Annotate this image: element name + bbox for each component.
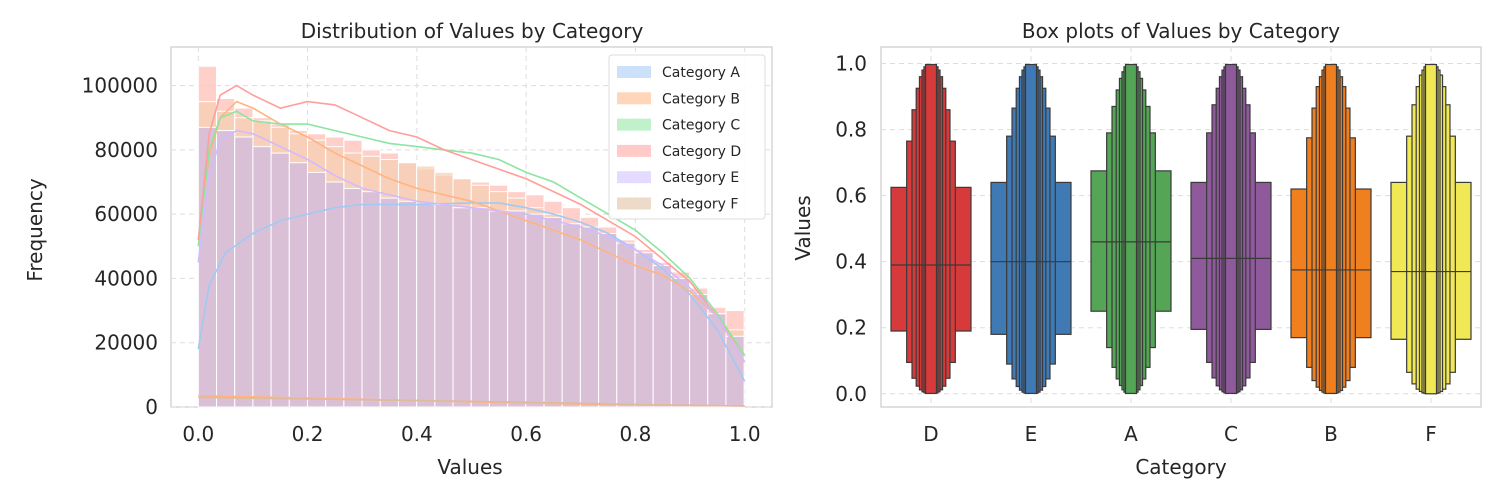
legend-swatch bbox=[617, 144, 651, 157]
hist-kde-lines bbox=[197, 84, 746, 407]
hist-bar bbox=[270, 152, 290, 408]
hist-bar bbox=[616, 242, 636, 408]
hist-bar bbox=[525, 213, 545, 408]
boxen-panel: D E A C B F 0.0 0.2 0.4 0.6 0.8 1.0 Box plots of Val… bbox=[791, 19, 1482, 479]
kde-line bbox=[197, 100, 746, 357]
hist-ytick-label: 100000 bbox=[82, 74, 158, 98]
histogram-panel: 0.0 0.2 0.4 0.6 0.8 1.0 0 20000 40000 60000 80000 1… bbox=[23, 19, 773, 479]
hist-xtick-label: 0.6 bbox=[510, 422, 542, 446]
hist-bar bbox=[543, 216, 563, 408]
hist-bar bbox=[306, 171, 327, 408]
hist-bar bbox=[670, 277, 691, 408]
hist-bar bbox=[288, 162, 308, 408]
boxen-plot-area bbox=[880, 46, 1482, 408]
boxen-ytick-label: 0.8 bbox=[835, 118, 867, 142]
hist-bar bbox=[343, 187, 363, 408]
boxen-xtick-label: A bbox=[1124, 422, 1138, 446]
hist-bar bbox=[507, 210, 527, 408]
legend-label: Category C bbox=[662, 118, 740, 134]
hist-bar bbox=[234, 136, 254, 408]
hist-bar bbox=[561, 223, 581, 408]
legend-swatch bbox=[617, 92, 651, 105]
boxen-xtick-label: F bbox=[1425, 422, 1437, 446]
hist-bar bbox=[579, 226, 600, 408]
legend-swatch bbox=[617, 66, 651, 78]
hist-bar bbox=[397, 200, 418, 408]
hist-ytick-label: 20000 bbox=[94, 331, 158, 355]
boxen-box bbox=[1424, 63, 1438, 395]
hist-xtick-label: 0.4 bbox=[401, 422, 433, 446]
hist-bar bbox=[634, 252, 654, 408]
boxen-boxes bbox=[890, 63, 1472, 395]
hist-xlabel: Values bbox=[437, 455, 502, 479]
legend-label: Category A bbox=[662, 65, 740, 81]
legend-label: Category B bbox=[662, 91, 740, 107]
hist-bar bbox=[652, 265, 672, 408]
hist-bar bbox=[488, 210, 509, 408]
boxen-category-F bbox=[1390, 63, 1472, 395]
hist-bar bbox=[598, 232, 618, 408]
hist-legend: Category A Category B Category C Category D… bbox=[608, 54, 766, 220]
hist-bar bbox=[689, 294, 709, 408]
boxen-xtick-label: C bbox=[1224, 422, 1238, 446]
boxen-ytick-label: 0.2 bbox=[835, 316, 867, 340]
hist-bar bbox=[216, 130, 236, 408]
hist-xtick-label: 0.8 bbox=[620, 422, 652, 446]
boxen-category-E bbox=[990, 63, 1072, 395]
legend-swatch bbox=[617, 118, 651, 131]
boxen-category-B bbox=[1290, 63, 1372, 395]
legend-swatch bbox=[617, 171, 651, 184]
hist-ytick-label: 40000 bbox=[94, 266, 158, 290]
boxen-ytick-label: 1.0 bbox=[835, 52, 867, 76]
hist-ytick-label: 0 bbox=[145, 395, 158, 419]
boxen-category-D bbox=[890, 63, 972, 395]
kde-line bbox=[197, 129, 746, 363]
boxen-ytick-label: 0.4 bbox=[835, 250, 867, 274]
boxen-box bbox=[1324, 63, 1338, 395]
hist-xtick-label: 0.2 bbox=[292, 422, 324, 446]
hist-bar bbox=[416, 204, 436, 408]
hist-xticks: 0.0 0.2 0.4 0.6 0.8 1.0 bbox=[182, 422, 760, 446]
legend-label: Category D bbox=[662, 144, 741, 160]
boxen-category-C bbox=[1190, 63, 1272, 395]
hist-bar bbox=[470, 207, 490, 408]
legend-label: Category E bbox=[662, 170, 739, 186]
boxen-title: Box plots of Values by Category bbox=[1022, 19, 1340, 43]
hist-bar bbox=[452, 207, 472, 408]
boxen-box bbox=[1124, 63, 1138, 395]
boxen-category-A bbox=[1090, 63, 1172, 395]
boxen-yticks: 0.0 0.2 0.4 0.6 0.8 1.0 bbox=[835, 52, 867, 406]
hist-bar bbox=[325, 181, 345, 408]
hist-ytick-label: 80000 bbox=[94, 138, 158, 162]
hist-bar bbox=[361, 191, 381, 408]
hist-xtick-label: 1.0 bbox=[729, 422, 761, 446]
boxen-xtick-label: E bbox=[1025, 422, 1038, 446]
hist-ylabel: Frequency bbox=[23, 178, 47, 281]
boxen-ytick-label: 0.6 bbox=[835, 184, 867, 208]
boxen-box bbox=[1224, 63, 1238, 395]
boxen-xlabel: Category bbox=[1135, 455, 1227, 479]
kde-line bbox=[198, 396, 745, 407]
hist-xtick-label: 0.0 bbox=[182, 422, 214, 446]
boxen-ylabel: Values bbox=[791, 195, 815, 260]
boxen-xtick-label: B bbox=[1324, 422, 1338, 446]
hist-bar bbox=[252, 146, 272, 408]
legend-label: Category F bbox=[662, 197, 738, 213]
hist-ytick-label: 60000 bbox=[94, 202, 158, 226]
kde-line bbox=[197, 202, 746, 382]
boxen-box bbox=[924, 63, 938, 395]
legend-swatch bbox=[617, 197, 651, 210]
hist-bar bbox=[379, 197, 399, 408]
hist-bar bbox=[434, 204, 454, 408]
kde-line bbox=[197, 84, 746, 363]
boxen-xtick-label: D bbox=[923, 422, 938, 446]
boxen-box bbox=[1024, 63, 1038, 395]
boxen-ytick-label: 0.0 bbox=[835, 382, 867, 406]
hist-title: Distribution of Values by Category bbox=[301, 19, 644, 43]
hist-yticks: 0 20000 40000 60000 80000 100000 bbox=[82, 74, 158, 419]
